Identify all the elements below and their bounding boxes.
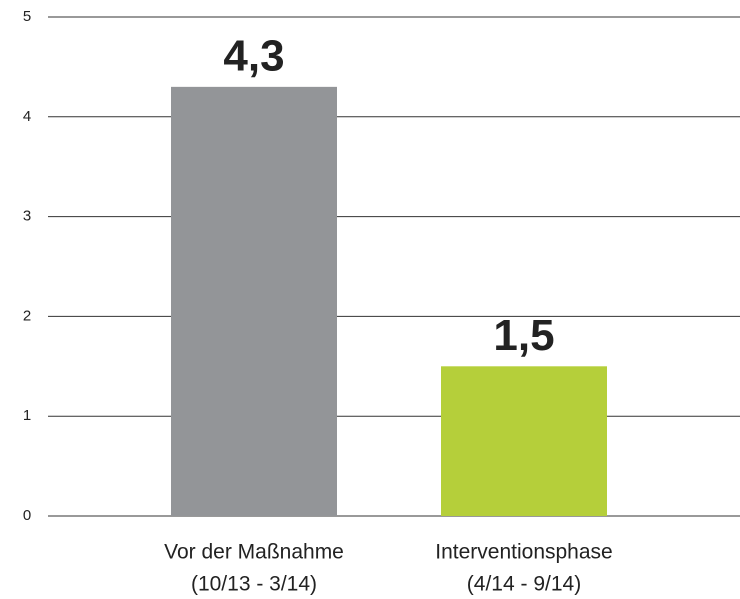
- y-tick-label: 0: [23, 507, 31, 524]
- y-tick-label: 5: [23, 8, 31, 25]
- y-tick-label: 3: [23, 208, 31, 225]
- x-tick-label: Vor der Maßnahme: [164, 541, 344, 564]
- y-tick-label: 1: [23, 407, 31, 424]
- x-tick-label: (10/13 - 3/14): [191, 573, 317, 596]
- bar: [171, 86, 337, 517]
- x-tick-label: Interventionsphase: [435, 541, 612, 564]
- y-tick-label: 4: [23, 108, 31, 125]
- value-label: 4,3: [223, 31, 284, 80]
- x-tick-label: (4/14 - 9/14): [467, 573, 581, 596]
- y-tick-label: 2: [23, 307, 31, 324]
- value-label: 1,5: [493, 311, 554, 360]
- bar: [441, 366, 607, 516]
